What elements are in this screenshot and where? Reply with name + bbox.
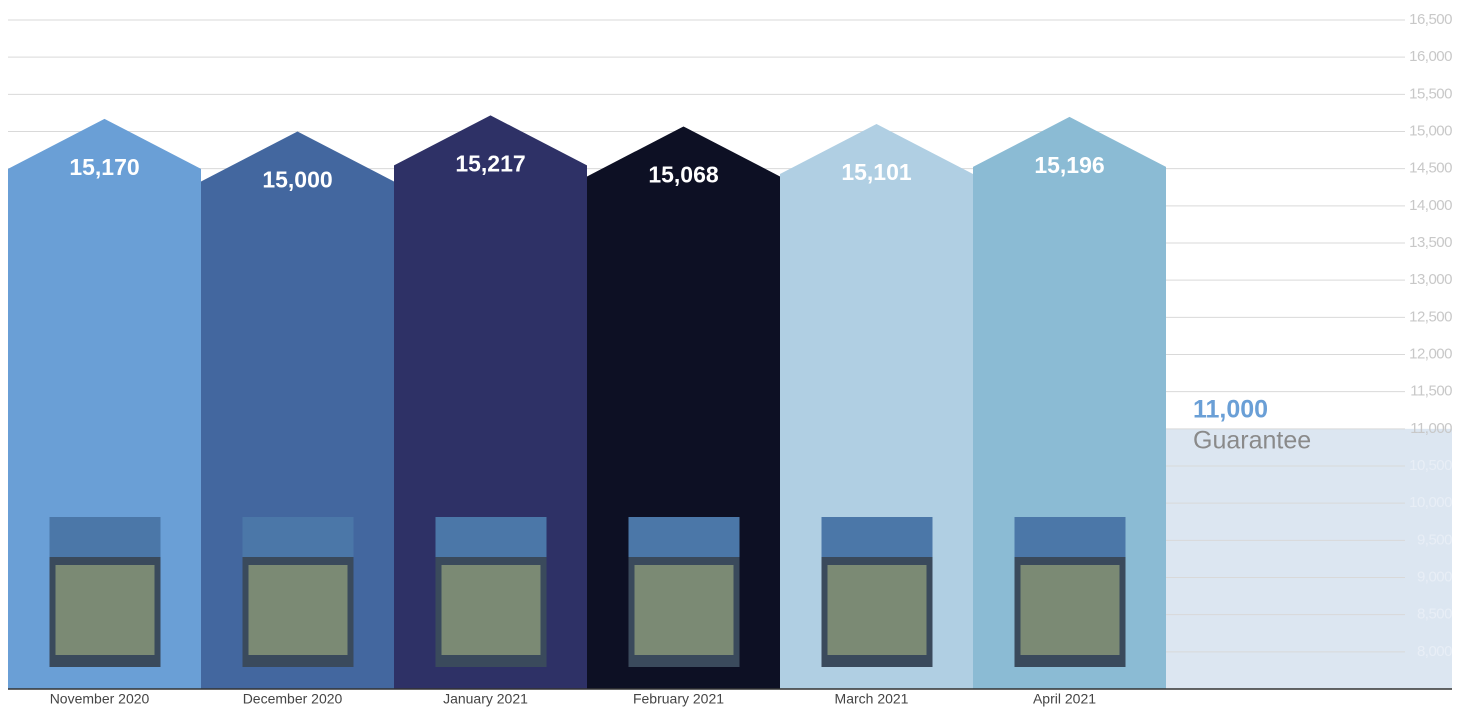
cover-photo bbox=[828, 565, 927, 655]
y-tick-label: 16,500 bbox=[1409, 11, 1452, 28]
x-tick-label: January 2021 bbox=[443, 691, 528, 707]
y-tick-label: 15,000 bbox=[1409, 122, 1452, 139]
x-tick-label: February 2021 bbox=[633, 691, 724, 707]
cover-top bbox=[50, 517, 161, 557]
x-tick-label: December 2020 bbox=[243, 691, 343, 707]
x-tick-label: April 2021 bbox=[1033, 691, 1096, 707]
y-tick-label: 10,000 bbox=[1409, 494, 1452, 511]
value-label: 15,170 bbox=[69, 154, 139, 180]
y-tick-label: 10,500 bbox=[1409, 457, 1452, 474]
y-tick-label: 9,500 bbox=[1417, 531, 1452, 548]
y-tick-label: 8,500 bbox=[1417, 606, 1452, 623]
cover-photo bbox=[249, 565, 348, 655]
y-tick-label: 9,000 bbox=[1417, 568, 1452, 585]
x-tick-label: November 2020 bbox=[50, 691, 150, 707]
cover-top bbox=[822, 517, 933, 557]
value-label: 15,068 bbox=[648, 162, 719, 188]
value-label: 15,101 bbox=[841, 159, 912, 185]
value-label: 15,217 bbox=[455, 150, 525, 176]
y-tick-label: 12,000 bbox=[1409, 345, 1452, 362]
cover-photo bbox=[635, 565, 734, 655]
chart: 8,000 8,500 9,000 9,500 10,000 10,500 11,000 11… bbox=[0, 0, 1465, 713]
y-tick-label: 13,000 bbox=[1409, 271, 1452, 288]
y-tick-label: 12,500 bbox=[1409, 308, 1452, 325]
y-tick-label: 16,000 bbox=[1409, 48, 1452, 65]
value-label: 15,196 bbox=[1034, 152, 1104, 178]
cover-top bbox=[243, 517, 354, 557]
x-tick-label: March 2021 bbox=[835, 691, 909, 707]
guarantee-value: 11,000 bbox=[1193, 396, 1268, 424]
value-label: 15,000 bbox=[262, 167, 332, 193]
cover-photo bbox=[1021, 565, 1120, 655]
cover-photo bbox=[442, 565, 541, 655]
cover-top bbox=[629, 517, 740, 557]
y-tick-label: 14,000 bbox=[1409, 197, 1452, 214]
cover-photo bbox=[56, 565, 155, 655]
cover-top bbox=[1015, 517, 1126, 557]
y-tick-label: 11,000 bbox=[1410, 420, 1452, 437]
cover-top bbox=[436, 517, 547, 557]
y-tick-label: 15,500 bbox=[1409, 85, 1452, 102]
y-tick-label: 8,000 bbox=[1417, 643, 1452, 660]
y-tick-label: 13,500 bbox=[1409, 234, 1452, 251]
guarantee-text: Guarantee bbox=[1193, 427, 1311, 455]
y-tick-label: 11,500 bbox=[1410, 383, 1452, 400]
y-tick-label: 14,500 bbox=[1409, 160, 1452, 177]
